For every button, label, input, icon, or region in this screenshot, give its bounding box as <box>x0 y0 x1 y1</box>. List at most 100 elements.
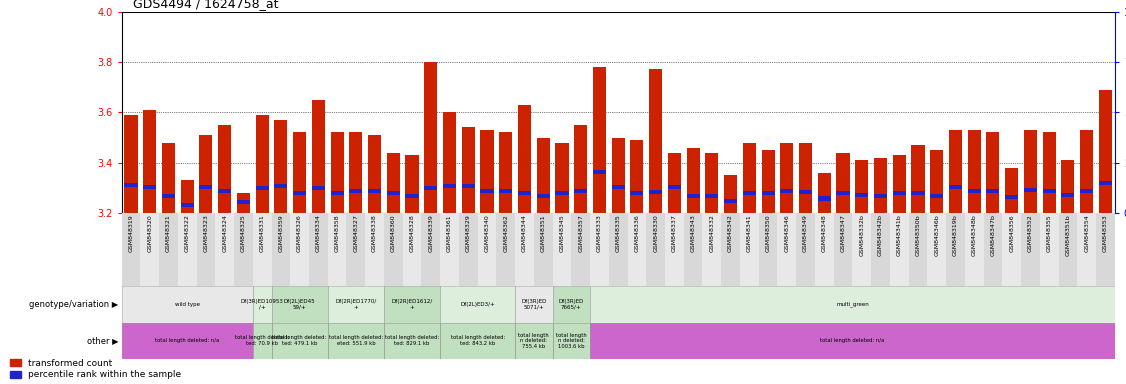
Bar <box>537 137 549 213</box>
Bar <box>911 145 924 213</box>
Bar <box>271 213 291 286</box>
Bar <box>631 140 643 213</box>
Bar <box>1002 213 1021 286</box>
Bar <box>368 135 381 213</box>
Bar <box>252 323 271 359</box>
Bar <box>553 286 590 323</box>
Bar <box>872 213 890 286</box>
Text: GSM848343: GSM848343 <box>690 215 696 252</box>
Text: GSM848325: GSM848325 <box>241 215 245 252</box>
Bar <box>515 286 553 323</box>
Bar <box>477 213 497 286</box>
Text: total length
n deleted:
1003.6 kb: total length n deleted: 1003.6 kb <box>556 333 587 349</box>
Text: GSM848319: GSM848319 <box>128 215 134 252</box>
Bar <box>555 192 569 195</box>
Bar <box>256 115 269 213</box>
Bar <box>553 323 590 359</box>
Text: GSM848335: GSM848335 <box>616 215 620 252</box>
Bar <box>668 185 681 189</box>
Text: GSM848354: GSM848354 <box>1084 215 1089 252</box>
Bar <box>440 286 515 323</box>
Bar <box>236 193 250 213</box>
Text: total length deleted: n/a: total length deleted: n/a <box>820 338 885 343</box>
Bar <box>761 150 775 213</box>
Text: GSM848322: GSM848322 <box>185 215 189 252</box>
Text: GSM848355: GSM848355 <box>1047 215 1052 252</box>
Text: GSM848327: GSM848327 <box>354 215 358 252</box>
Text: total length deleted: n/a: total length deleted: n/a <box>155 338 220 343</box>
Bar <box>518 105 531 213</box>
Bar <box>481 189 493 193</box>
Bar <box>555 142 569 213</box>
Bar <box>967 130 981 213</box>
Bar <box>553 323 590 359</box>
Text: GSM848337: GSM848337 <box>672 215 677 252</box>
Bar <box>703 213 722 286</box>
Bar <box>627 213 646 286</box>
Bar <box>328 323 384 359</box>
Bar <box>724 175 738 213</box>
Bar <box>930 194 944 198</box>
Bar <box>403 213 421 286</box>
Bar <box>124 183 137 187</box>
Text: GSM848338: GSM848338 <box>372 215 377 252</box>
Bar <box>405 194 419 198</box>
Bar <box>574 125 588 213</box>
Bar <box>425 186 437 190</box>
Text: GSM848334: GSM848334 <box>316 215 321 252</box>
Bar <box>124 115 137 213</box>
Bar <box>384 286 440 323</box>
Bar <box>724 199 738 203</box>
Bar <box>534 213 553 286</box>
Bar <box>1099 89 1112 213</box>
Bar <box>967 189 981 193</box>
Text: genotype/variation ▶: genotype/variation ▶ <box>29 300 118 309</box>
Bar <box>215 213 234 286</box>
Bar <box>928 213 946 286</box>
Bar <box>687 147 699 213</box>
Bar <box>384 323 440 359</box>
Text: GSM848351b: GSM848351b <box>1065 215 1071 256</box>
Bar <box>1096 213 1115 286</box>
Bar <box>874 194 887 198</box>
Bar <box>609 213 627 286</box>
Text: GSM848353: GSM848353 <box>1102 215 1108 252</box>
Bar <box>590 286 1115 323</box>
Bar <box>574 189 588 193</box>
Text: GSM848336: GSM848336 <box>634 215 640 252</box>
Text: GSM848320: GSM848320 <box>148 215 152 252</box>
Bar <box>965 213 984 286</box>
Text: GSM848347b: GSM848347b <box>991 215 995 257</box>
Bar <box>759 213 777 286</box>
Text: GSM848331: GSM848331 <box>260 215 265 252</box>
Bar <box>893 155 905 213</box>
Bar <box>252 323 271 359</box>
Bar <box>386 192 400 195</box>
Bar <box>178 213 197 286</box>
Bar <box>986 132 1000 213</box>
Bar <box>271 286 328 323</box>
Bar <box>665 213 683 286</box>
Bar <box>1078 213 1096 286</box>
Bar <box>740 213 759 286</box>
Bar <box>780 142 794 213</box>
Bar <box>275 120 287 213</box>
Bar <box>1006 168 1018 213</box>
Text: GSM848328: GSM848328 <box>410 215 414 252</box>
Bar <box>986 189 1000 193</box>
Bar <box>780 189 794 193</box>
Bar <box>1062 160 1074 213</box>
Bar <box>291 213 309 286</box>
Bar <box>515 286 553 323</box>
Bar <box>949 130 962 213</box>
Bar <box>312 186 325 190</box>
Bar <box>328 286 384 323</box>
Bar <box>837 153 850 213</box>
Bar <box>365 213 384 286</box>
Text: other ▶: other ▶ <box>87 336 118 345</box>
Text: total length
n deleted:
755.4 kb: total length n deleted: 755.4 kb <box>518 333 549 349</box>
Bar <box>611 137 625 213</box>
Bar <box>893 192 905 195</box>
Text: GSM848344: GSM848344 <box>522 215 527 252</box>
Bar <box>1021 213 1039 286</box>
